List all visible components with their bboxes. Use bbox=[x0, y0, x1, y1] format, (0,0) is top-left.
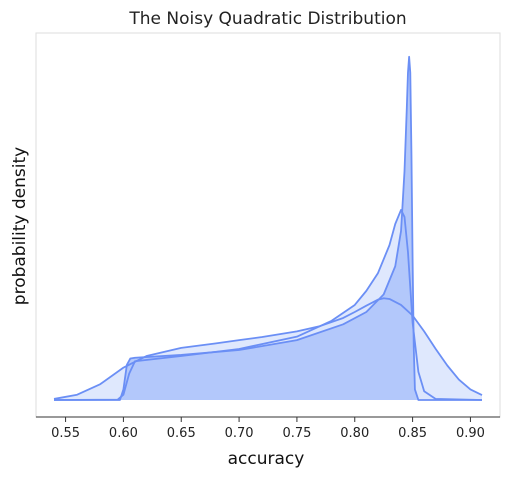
density-line-3 bbox=[54, 55, 482, 401]
x-tick-label: 0.80 bbox=[340, 426, 369, 441]
x-axis-ticks: 0.55 0.60 0.65 0.70 0.75 0.80 0.85 0.90 bbox=[51, 417, 485, 441]
x-tick-label: 0.60 bbox=[109, 426, 138, 441]
y-axis-label: probability density bbox=[10, 147, 30, 305]
density-lines bbox=[53, 55, 483, 401]
x-tick-label: 0.85 bbox=[398, 426, 427, 441]
density-area-3 bbox=[54, 56, 482, 401]
x-axis-label: accuracy bbox=[228, 449, 305, 469]
density-line-1 bbox=[53, 297, 483, 400]
x-tick-label: 0.90 bbox=[456, 426, 485, 441]
x-tick-label: 0.65 bbox=[167, 426, 196, 441]
x-tick-label: 0.70 bbox=[225, 426, 254, 441]
x-tick-label: 0.75 bbox=[282, 426, 311, 441]
density-line-2 bbox=[53, 209, 483, 401]
x-tick-label: 0.55 bbox=[51, 426, 80, 441]
density-fills bbox=[54, 56, 482, 401]
chart-title: The Noisy Quadratic Distribution bbox=[128, 9, 406, 29]
